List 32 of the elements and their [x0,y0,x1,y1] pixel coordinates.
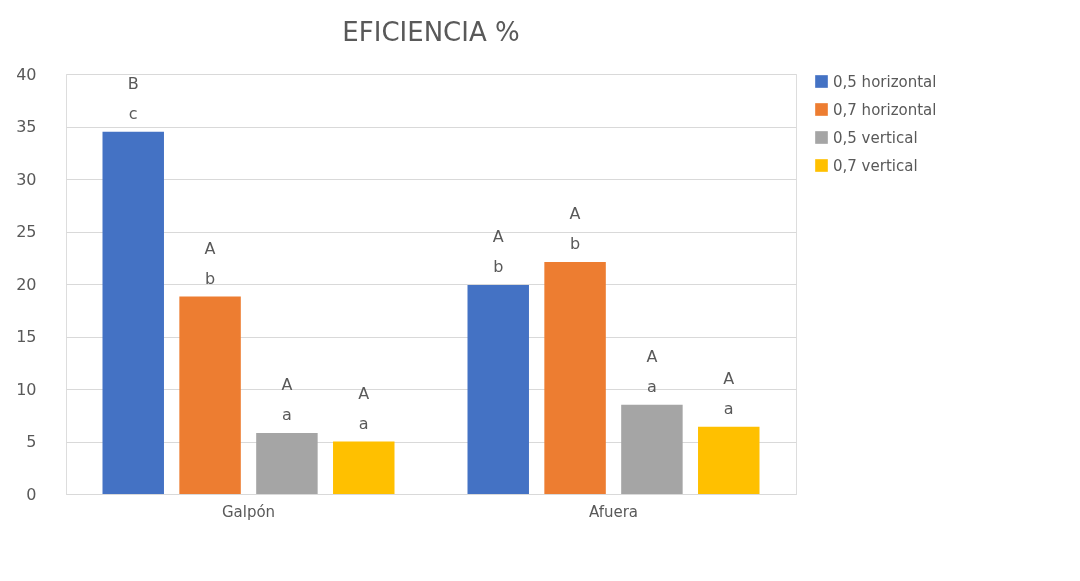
y-tick-label: 30 [16,169,37,189]
legend-label: 0,5 vertical [833,128,918,147]
legend-label: 0,5 horizontal [833,72,937,91]
x-tick-label: Afuera [588,502,639,521]
y-tick-label: 20 [16,274,37,294]
y-tick-label: 40 [16,64,37,84]
legend-label: 0,7 vertical [833,156,918,175]
data-label: A a [723,368,735,418]
data-label: A b [492,227,504,277]
data-label: A b [204,238,216,288]
x-tick-label: Galpón [221,502,276,521]
chart-title: EFICIENCIA % [342,17,520,47]
data-label: B c [127,73,139,123]
bar [256,433,318,494]
data-label: A a [646,346,658,396]
y-tick-label: 10 [16,379,37,399]
bar [621,404,683,494]
bar [333,441,395,494]
bar [467,285,529,494]
y-tick-label: 0 [26,484,37,504]
legend-label: 0,7 horizontal [833,100,937,119]
y-tick-label: 25 [16,222,37,241]
bar [179,296,241,494]
data-label: A b [569,203,581,253]
bar [102,131,164,494]
y-tick-label: 15 [16,327,37,346]
data-label: A a [358,383,370,433]
bar [698,426,760,494]
bar [544,261,606,494]
y-tick-label: 35 [16,117,37,136]
y-tick-label: 5 [26,432,37,451]
data-label: A a [281,375,293,425]
